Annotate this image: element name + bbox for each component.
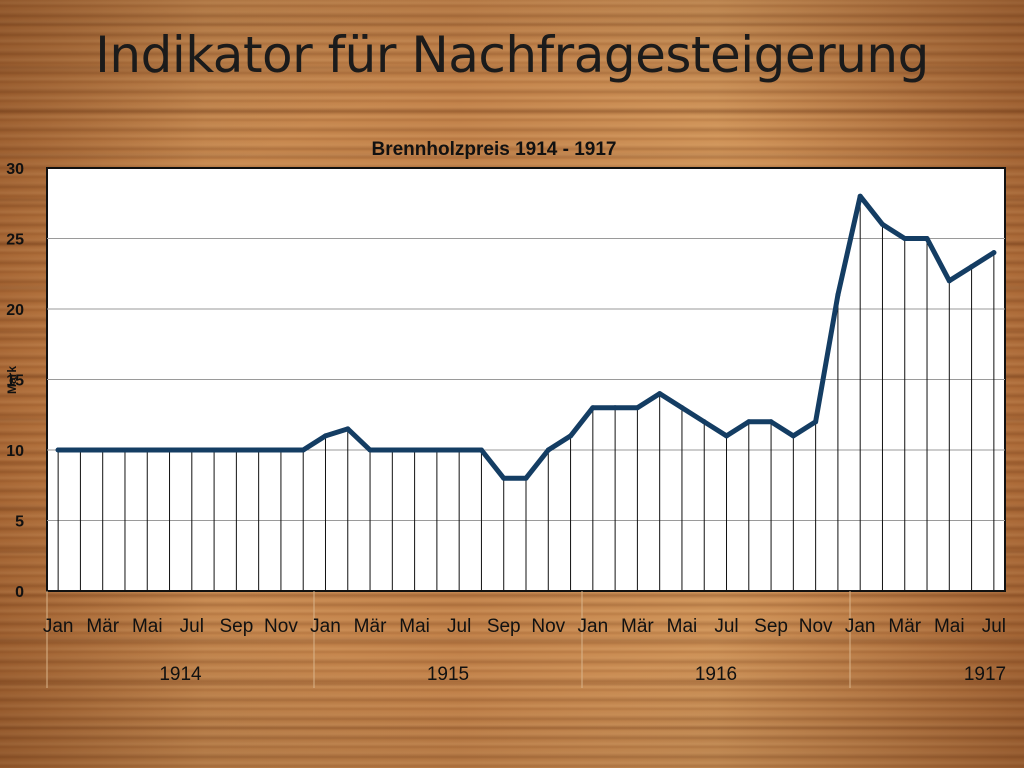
- data-point: [122, 447, 128, 453]
- chart-title: Brennholzpreis 1914 - 1917: [372, 139, 617, 160]
- data-point: [233, 447, 239, 453]
- data-point: [523, 475, 529, 481]
- y-tick-label: 5: [15, 514, 24, 531]
- x-tick-label: Jul: [982, 616, 1006, 637]
- data-point: [634, 405, 640, 411]
- data-point: [879, 221, 885, 227]
- data-point: [790, 433, 796, 439]
- x-tick-label: Mär: [354, 616, 387, 637]
- data-point: [434, 447, 440, 453]
- data-point: [211, 447, 217, 453]
- data-point: [144, 447, 150, 453]
- year-label: 1917: [964, 664, 1006, 685]
- y-tick-label: 10: [6, 443, 24, 460]
- x-tick-label: Mai: [667, 616, 698, 637]
- data-point: [679, 405, 685, 411]
- data-point: [902, 236, 908, 241]
- x-tick-label: Jul: [180, 616, 204, 637]
- data-point: [77, 447, 83, 453]
- x-tick-label: Mai: [399, 616, 430, 637]
- x-tick-label: Sep: [754, 616, 788, 637]
- x-tick-label: Mär: [621, 616, 654, 637]
- data-point: [55, 447, 61, 453]
- year-label: 1914: [159, 664, 202, 685]
- data-point: [590, 405, 596, 411]
- series-layer: [55, 193, 997, 481]
- y-tick-label: 30: [6, 161, 24, 178]
- data-point: [701, 419, 707, 425]
- x-tick-label: Jul: [447, 616, 471, 637]
- x-tick-label: Nov: [264, 616, 298, 637]
- data-point: [345, 426, 351, 432]
- data-point: [278, 447, 284, 453]
- x-tick-label: Nov: [531, 616, 565, 637]
- x-tick-label: Nov: [799, 616, 833, 637]
- data-point: [412, 447, 418, 453]
- data-point: [768, 419, 774, 425]
- data-point: [924, 236, 930, 241]
- grid-layer: [47, 196, 1005, 591]
- x-tick-label: Jan: [310, 616, 341, 637]
- data-point: [456, 447, 462, 453]
- x-tick-label: Mai: [132, 616, 163, 637]
- x-tick-label: Mai: [934, 616, 965, 637]
- y-axis-label: Mark: [5, 366, 19, 394]
- y-tick-label: 15: [6, 373, 24, 390]
- data-point: [478, 447, 484, 453]
- data-point: [100, 447, 106, 453]
- slide-title: Indikator für Nachfragesteigerung: [95, 26, 929, 84]
- data-point: [813, 419, 819, 425]
- y-tick-label: 25: [6, 232, 24, 249]
- data-point: [857, 193, 863, 199]
- x-axis: Jan Mär Mai Jul Sep Nov 1914 Jan Mär Mai Jul Sep Nov…: [43, 591, 1006, 688]
- data-point: [657, 391, 663, 397]
- data-point: [367, 447, 373, 453]
- y-tick-labels: 0 5 10 15 20 25 30: [6, 161, 24, 601]
- data-point: [724, 433, 730, 439]
- x-tick-label: Jan: [43, 616, 74, 637]
- y-tick-label: 0: [15, 584, 24, 601]
- data-point: [568, 433, 574, 439]
- data-point: [256, 447, 262, 453]
- x-tick-label: Jan: [845, 616, 876, 637]
- x-tick-label: Mär: [86, 616, 119, 637]
- y-tick-label: 20: [6, 302, 24, 319]
- data-point: [969, 264, 975, 270]
- data-point: [389, 447, 395, 453]
- data-point: [835, 292, 841, 298]
- x-tick-label: Jan: [578, 616, 609, 637]
- x-tick-label: Mär: [888, 616, 921, 637]
- x-tick-label: Sep: [487, 616, 521, 637]
- data-point: [300, 447, 306, 453]
- data-point: [991, 250, 997, 256]
- x-tick-label: Jul: [714, 616, 738, 637]
- year-label: 1916: [695, 664, 737, 685]
- data-point: [746, 419, 752, 425]
- data-point: [612, 405, 618, 411]
- year-label: 1915: [427, 664, 469, 685]
- data-point: [545, 447, 551, 453]
- data-point: [501, 475, 507, 481]
- x-tick-label: Sep: [219, 616, 253, 637]
- data-point: [189, 447, 195, 453]
- data-point: [167, 447, 173, 453]
- data-point: [946, 278, 952, 284]
- data-point: [322, 433, 328, 439]
